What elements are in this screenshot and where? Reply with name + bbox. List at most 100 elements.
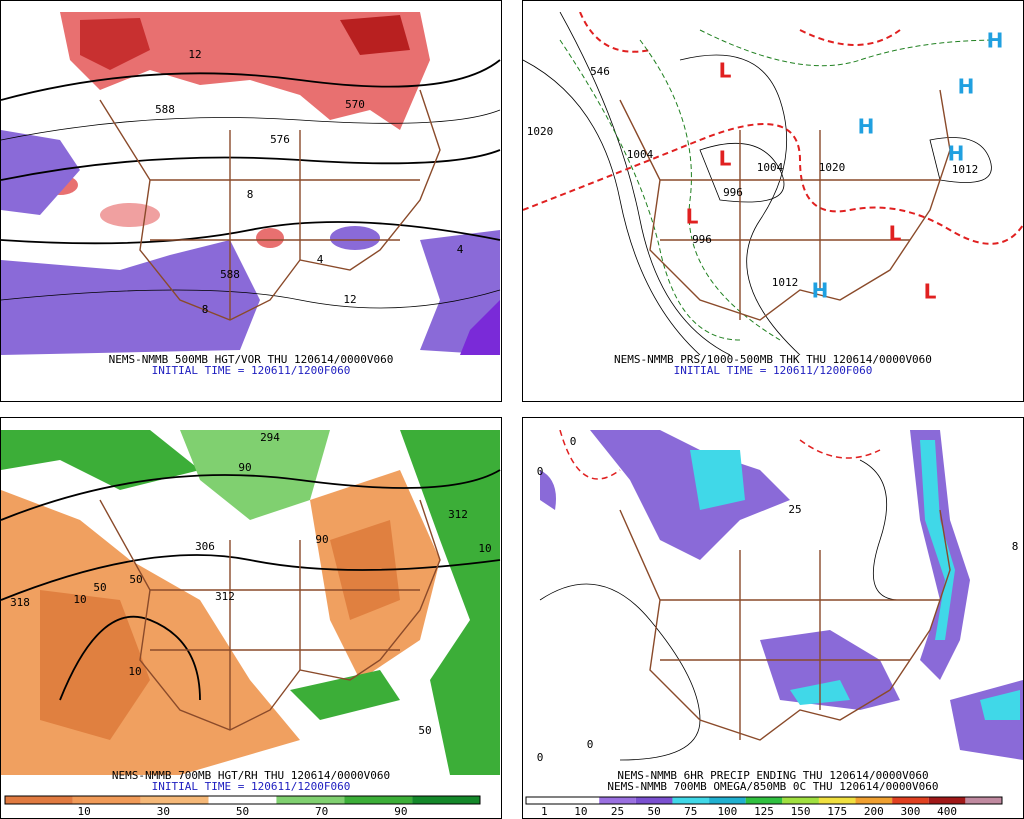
colorbar-segment: [965, 797, 1002, 804]
contour-label: 318: [10, 596, 30, 609]
colorbar-label: 25: [611, 805, 624, 818]
contour-label: 1020: [819, 161, 846, 174]
colorbar-frame: [525, 796, 1003, 805]
colorbar-segment: [928, 797, 966, 804]
colorbar-label: 1: [541, 805, 548, 818]
humidity-field: [1, 430, 501, 775]
contour-label: 1012: [952, 163, 979, 176]
contour-label: 12: [343, 293, 356, 306]
colorbar-segment: [599, 797, 636, 804]
low-marker: L: [889, 222, 902, 246]
initial-time: INITIAL TIME = 120611/1200F060: [674, 364, 873, 377]
contour-label: 588: [220, 268, 240, 281]
vorticity-field: [1, 12, 501, 355]
colorbar-segment: [208, 796, 277, 804]
contour-label: 10: [478, 542, 491, 555]
contour-label: 312: [448, 508, 468, 521]
colorbar-segment: [276, 796, 345, 804]
contour-label: 1004: [627, 148, 654, 161]
contour-label: 546: [590, 65, 610, 78]
panel-frame: [522, 0, 1024, 402]
colorbar-label: 70: [315, 805, 328, 818]
colorbar-label: 150: [791, 805, 811, 818]
contour-label: 1012: [772, 276, 799, 289]
low-marker: L: [719, 59, 732, 83]
colorbar-label: 400: [937, 805, 957, 818]
pressure-field: [523, 12, 1023, 355]
high-marker: H: [812, 279, 829, 303]
contour-label: 0: [537, 465, 544, 478]
colorbar-label: 50: [648, 805, 661, 818]
colorbar-segment: [72, 796, 141, 804]
initial-time: INITIAL TIME = 120611/1200F060: [152, 780, 351, 793]
colorbar-segment: [526, 797, 563, 804]
contour-label: 50: [418, 724, 431, 737]
contour-label: 90: [315, 533, 328, 546]
colorbar-segment: [562, 797, 600, 804]
contour-label: 570: [345, 98, 365, 111]
contour-label: 996: [692, 233, 712, 246]
contour-label: 25: [788, 503, 801, 516]
colorbar-segment: [709, 797, 746, 804]
colorbar-segment: [782, 797, 819, 804]
contour-label: 10: [73, 593, 86, 606]
contour-label: 90: [238, 461, 251, 474]
contour-label: 8: [202, 303, 209, 316]
caption: NEMS-NMMB 700MB HGT/RH THU 120614/0000V0…: [112, 769, 390, 782]
colorbar-label: 100: [717, 805, 737, 818]
contour-label: 1020: [527, 125, 554, 138]
contour-label: 294: [260, 431, 280, 444]
contour-label: 8: [1012, 540, 1019, 553]
colorbar-label: 75: [684, 805, 697, 818]
colorbar-label: 125: [754, 805, 774, 818]
contour-label: 50: [129, 573, 142, 586]
colorbar-segment: [745, 797, 783, 804]
contour-label: 1004: [757, 161, 784, 174]
colorbar-label: 90: [394, 805, 407, 818]
contour-label: 0: [537, 751, 544, 764]
high-marker: H: [958, 75, 975, 99]
colorbar-label: 10: [574, 805, 587, 818]
contour-label: 996: [723, 186, 743, 199]
colorbar-label: 300: [901, 805, 921, 818]
caption: NEMS-NMMB 6HR PRECIP ENDING THU 120614/0…: [617, 769, 928, 782]
contour-label: 0: [570, 435, 577, 448]
low-marker: L: [719, 147, 732, 171]
contour-label: 12: [188, 48, 201, 61]
contour-label: 50: [93, 581, 106, 594]
caption: NEMS-NMMB PRS/1000-500MB THK THU 120614/…: [614, 353, 932, 366]
initial-time: INITIAL TIME = 120611/1200F060: [152, 364, 351, 377]
high-marker: H: [948, 142, 965, 166]
contour-label: 312: [215, 590, 235, 603]
low-marker: L: [924, 280, 937, 304]
low-marker: L: [686, 205, 699, 229]
high-marker: H: [987, 29, 1004, 53]
contour-label: 0: [587, 738, 594, 751]
colorbar-segment: [140, 796, 209, 804]
contour-label: 576: [270, 133, 290, 146]
colorbar-segment: [818, 797, 856, 804]
colorbar-label: 175: [827, 805, 847, 818]
contour-label: 4: [317, 253, 324, 266]
high-marker: H: [858, 115, 875, 139]
colorbar-label: 200: [864, 805, 884, 818]
contour-label: 306: [195, 540, 215, 553]
contour-label: 588: [155, 103, 175, 116]
colorbar-segment: [892, 797, 929, 804]
colorbar-segment: [635, 797, 673, 804]
contour-label: 10: [128, 665, 141, 678]
precip-field: [539, 430, 1023, 761]
contour-label: 4: [457, 243, 464, 256]
colorbar-segment: [672, 797, 710, 804]
colorbar-segment: [344, 796, 413, 804]
colorbar-label: 50: [236, 805, 249, 818]
colorbar-segment: [855, 797, 893, 804]
colorbar-label: 30: [157, 805, 170, 818]
colorbar-label: 10: [78, 805, 91, 818]
colorbar-segment: [412, 796, 480, 804]
caption: NEMS-NMMB 700MB OMEGA/850MB 0C THU 12061…: [607, 780, 938, 793]
caption: NEMS-NMMB 500MB HGT/VOR THU 120614/0000V…: [109, 353, 394, 366]
colorbar-frame: [4, 795, 481, 805]
